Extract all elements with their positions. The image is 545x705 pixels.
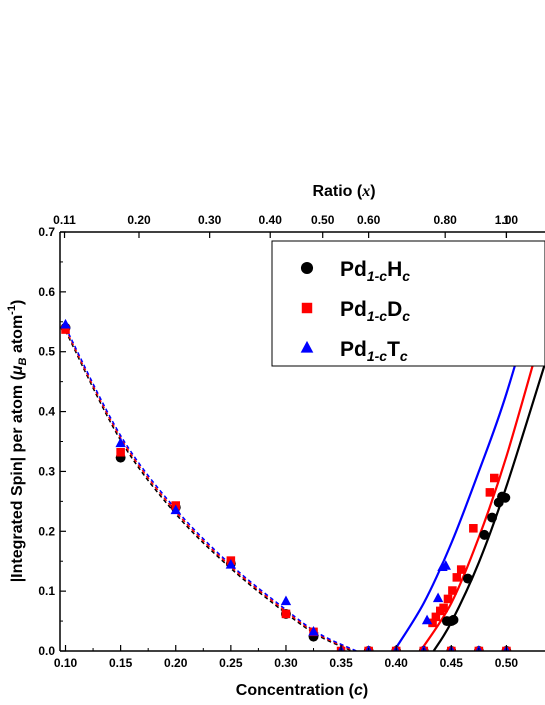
legend-label-d: Pd1-cDc (340, 298, 410, 324)
fit-curve-left-h (64, 330, 353, 651)
legend: Pd1-cHc Pd1-cDc Pd1-cTc (271, 240, 545, 367)
x-tick-label-2: 0.20 (164, 656, 188, 670)
legend-marker-h (300, 261, 314, 275)
data-point-d-18 (448, 586, 457, 595)
data-point-t-13 (421, 614, 433, 625)
data-point-t-3 (225, 558, 237, 569)
top-tick-label-0: 0.11 (53, 213, 76, 227)
x-tick-label-4: 0.30 (274, 656, 298, 670)
data-point-d-4 (281, 609, 291, 619)
top-tick-label-5: 0.60 (357, 213, 381, 227)
x-tick-label-3: 0.25 (219, 656, 243, 670)
data-point-d-22 (485, 488, 495, 497)
data-point-h-15 (462, 573, 473, 584)
data-markers-layer (60, 318, 512, 651)
data-point-h-16 (479, 529, 490, 540)
legend-box (271, 240, 545, 367)
data-point-h-14 (448, 614, 459, 625)
fit-curve-right-h (432, 363, 545, 651)
left-axis-ticks: 0.0 0.1 0.2 0.3 0.4 0.5 0.6 0.7 (38, 225, 66, 658)
top-tick-label-6: 0.80 (434, 213, 458, 227)
fit-curve-left-d (64, 328, 355, 651)
x-tick-label-5: 0.35 (329, 656, 353, 670)
y-tick-label-1: 0.1 (38, 584, 55, 598)
legend-marker-d (301, 302, 313, 314)
data-point-d-14 (431, 612, 441, 622)
x-axis-title: Concentration (c) (236, 682, 368, 699)
data-point-t-4 (280, 595, 292, 606)
y-tick-label-7: 0.7 (38, 225, 55, 239)
data-point-t-5 (308, 625, 319, 636)
data-point-d-13 (428, 618, 437, 628)
top-axis-ticks: 0.11 0.20 0.30 0.40 0.50 0.60 0.80 1.001 (53, 213, 518, 238)
top-tick-label-3: 0.40 (259, 213, 283, 227)
top-tick-label-4: 0.50 (311, 213, 335, 227)
y-tick-label-5: 0.5 (38, 345, 55, 359)
legend-item-d: Pd1-cDc (301, 298, 410, 324)
x-tick-label-7: 0.45 (440, 656, 464, 670)
data-point-d-16 (439, 603, 448, 613)
data-point-t-0 (60, 318, 71, 329)
y-tick-label-6: 0.6 (38, 285, 55, 299)
data-point-h-20 (500, 492, 511, 503)
top-tick-label-8: 1 (503, 213, 510, 227)
data-point-d-20 (456, 565, 466, 574)
legend-label-t: Pd1-cTc (340, 338, 408, 364)
x-tick-label-8: 0.50 (495, 656, 519, 670)
data-point-t-2 (170, 504, 181, 515)
x-tick-label-1: 0.15 (109, 656, 133, 670)
legend-item-t: Pd1-cTc (300, 338, 408, 364)
y-tick-label-2: 0.2 (38, 524, 55, 538)
data-point-d-19 (452, 573, 462, 582)
legend-label-h: Pd1-cHc (340, 258, 410, 284)
data-point-d-17 (443, 594, 453, 604)
data-point-d-0 (61, 325, 70, 334)
data-point-h-17 (487, 512, 498, 523)
top-tick-label-1: 0.20 (127, 213, 151, 227)
legend-item-h: Pd1-cHc (300, 258, 410, 284)
data-point-t-14 (432, 592, 444, 603)
data-point-d-1 (116, 447, 125, 457)
legend-marker-t (300, 340, 314, 353)
x-tick-label-6: 0.40 (385, 656, 409, 670)
y-tick-label-3: 0.3 (38, 464, 55, 478)
data-point-d-21 (469, 524, 478, 533)
bottom-axis-ticks: 0.10 0.15 0.20 0.25 0.30 0.35 0.40 0.45 0.50 (54, 645, 519, 670)
data-point-t-16 (440, 560, 451, 570)
data-point-d-23 (490, 473, 499, 483)
y-axis-title: |Integrated Spin| per atom (μB atom-1) (6, 300, 29, 583)
y-tick-label-4: 0.4 (38, 405, 55, 419)
y-tick-label-0: 0.0 (38, 644, 55, 658)
top-tick-label-2: 0.30 (198, 213, 222, 227)
top-tick-label-7: 1.00 (495, 213, 519, 227)
data-point-t-1 (115, 437, 126, 448)
fit-curve-left-t (64, 326, 357, 651)
x-tick-label-0: 0.10 (54, 656, 78, 670)
top-axis-title: Ratio (x) (312, 183, 375, 200)
